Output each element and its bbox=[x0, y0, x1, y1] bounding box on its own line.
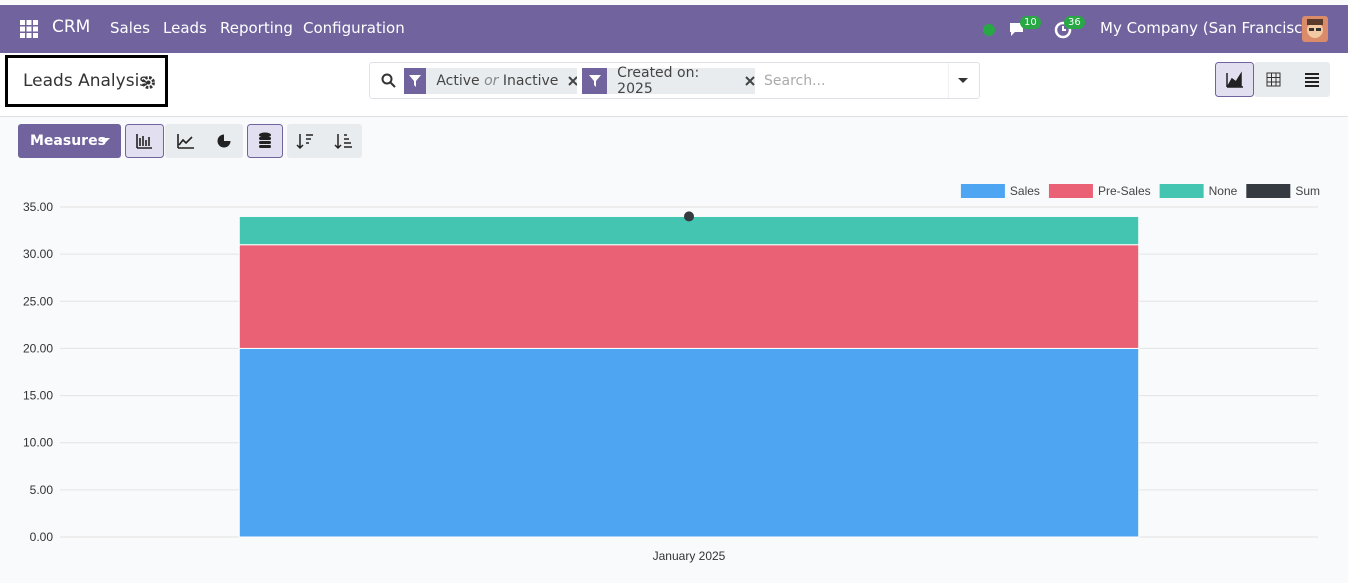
chart: 0.00 5.00 10.00 15.00 20.00 25.00 30.00 35.00 Ja… bbox=[23, 184, 1320, 563]
measures-button[interactable]: Measures bbox=[18, 124, 121, 158]
y-tick-label: 15.00 bbox=[23, 389, 53, 403]
y-tick-label: 10.00 bbox=[23, 436, 53, 450]
gear-icon[interactable] bbox=[142, 76, 155, 89]
search-icon bbox=[381, 73, 396, 88]
facet-value: Created on: 2025 bbox=[617, 65, 700, 97]
facet-separator: or bbox=[484, 73, 499, 89]
search-placeholder[interactable]: Search... bbox=[764, 73, 826, 89]
bar-segment bbox=[238, 244, 1140, 349]
chart-toolbar[interactable] bbox=[125, 124, 362, 158]
search-toggle[interactable] bbox=[948, 63, 978, 98]
activities-badge: 36 bbox=[1064, 16, 1085, 29]
y-tick-label: 0.00 bbox=[30, 530, 54, 544]
facet-remove[interactable] bbox=[745, 76, 755, 86]
measures-label: Measures bbox=[30, 133, 106, 149]
menu-item[interactable]: Sales bbox=[110, 19, 150, 37]
x-tick-label: January 2025 bbox=[653, 549, 726, 563]
page-title: Leads Analysis bbox=[23, 71, 149, 91]
control-panel: Leads Analysis Active or Inactive Create… bbox=[0, 53, 1348, 117]
menu-item[interactable]: Leads bbox=[163, 19, 207, 37]
avatar[interactable] bbox=[1302, 16, 1328, 42]
apps-icon[interactable] bbox=[20, 20, 38, 38]
view-switcher[interactable] bbox=[1215, 62, 1330, 97]
messages-badge: 10 bbox=[1020, 16, 1041, 29]
filter-facet: Active or Inactive bbox=[404, 68, 577, 94]
legend-label: Sales bbox=[1010, 184, 1040, 198]
y-tick-label: 20.00 bbox=[23, 341, 53, 355]
legend-swatch bbox=[1246, 184, 1291, 198]
messages-icon[interactable] bbox=[1008, 21, 1028, 39]
legend-swatch bbox=[1048, 184, 1093, 198]
facet-value: Active bbox=[436, 73, 480, 89]
legend-label: Pre-Sales bbox=[1098, 184, 1151, 198]
app-name[interactable]: CRM bbox=[52, 17, 91, 37]
bar-segment bbox=[238, 347, 1140, 538]
legend-swatch bbox=[960, 184, 1005, 198]
activities-icon[interactable] bbox=[1054, 21, 1072, 39]
sum-point bbox=[684, 211, 694, 222]
filter-facet: Created on: 2025 bbox=[582, 65, 755, 97]
legend-swatch bbox=[1159, 184, 1204, 198]
title-box: Leads Analysis bbox=[5, 55, 168, 107]
navbar: CRM Sales Leads Reporting Configuration … bbox=[0, 5, 1348, 53]
y-tick-label: 5.00 bbox=[30, 483, 54, 497]
y-tick-label: 30.00 bbox=[23, 247, 53, 261]
facet-remove[interactable] bbox=[568, 76, 577, 86]
menu-item[interactable]: Reporting bbox=[220, 19, 293, 37]
company-name[interactable]: My Company (San Francisco) bbox=[1100, 19, 1318, 37]
facet-value: Inactive bbox=[502, 73, 559, 89]
legend-label: None bbox=[1209, 184, 1238, 198]
legend-label: Sum bbox=[1295, 184, 1320, 198]
y-tick-label: 35.00 bbox=[23, 200, 53, 214]
status-dot bbox=[983, 24, 995, 36]
menu-item[interactable]: Configuration bbox=[303, 19, 405, 37]
y-tick-label: 25.00 bbox=[23, 294, 53, 308]
